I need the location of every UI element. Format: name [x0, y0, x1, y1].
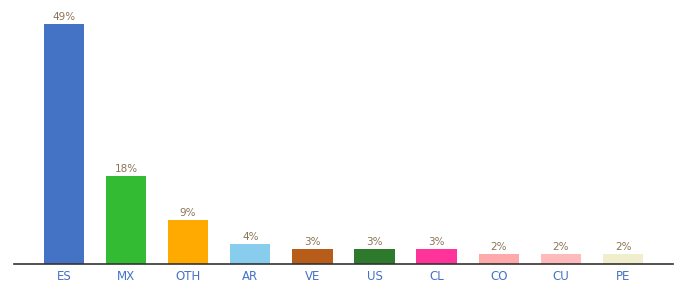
- Text: 18%: 18%: [114, 164, 137, 174]
- Text: 3%: 3%: [367, 237, 383, 247]
- Bar: [230, 244, 271, 264]
- Text: 2%: 2%: [615, 242, 631, 252]
- Text: 49%: 49%: [52, 12, 75, 22]
- Bar: [44, 24, 84, 264]
- Text: 3%: 3%: [304, 237, 320, 247]
- Bar: [168, 220, 208, 264]
- Text: 2%: 2%: [490, 242, 507, 252]
- Text: 9%: 9%: [180, 208, 197, 218]
- Bar: [354, 249, 394, 264]
- Bar: [292, 249, 333, 264]
- Bar: [105, 176, 146, 264]
- Text: 3%: 3%: [428, 237, 445, 247]
- Bar: [603, 254, 643, 264]
- Text: 2%: 2%: [553, 242, 569, 252]
- Text: 4%: 4%: [242, 232, 258, 242]
- Bar: [541, 254, 581, 264]
- Bar: [479, 254, 519, 264]
- Bar: [416, 249, 457, 264]
